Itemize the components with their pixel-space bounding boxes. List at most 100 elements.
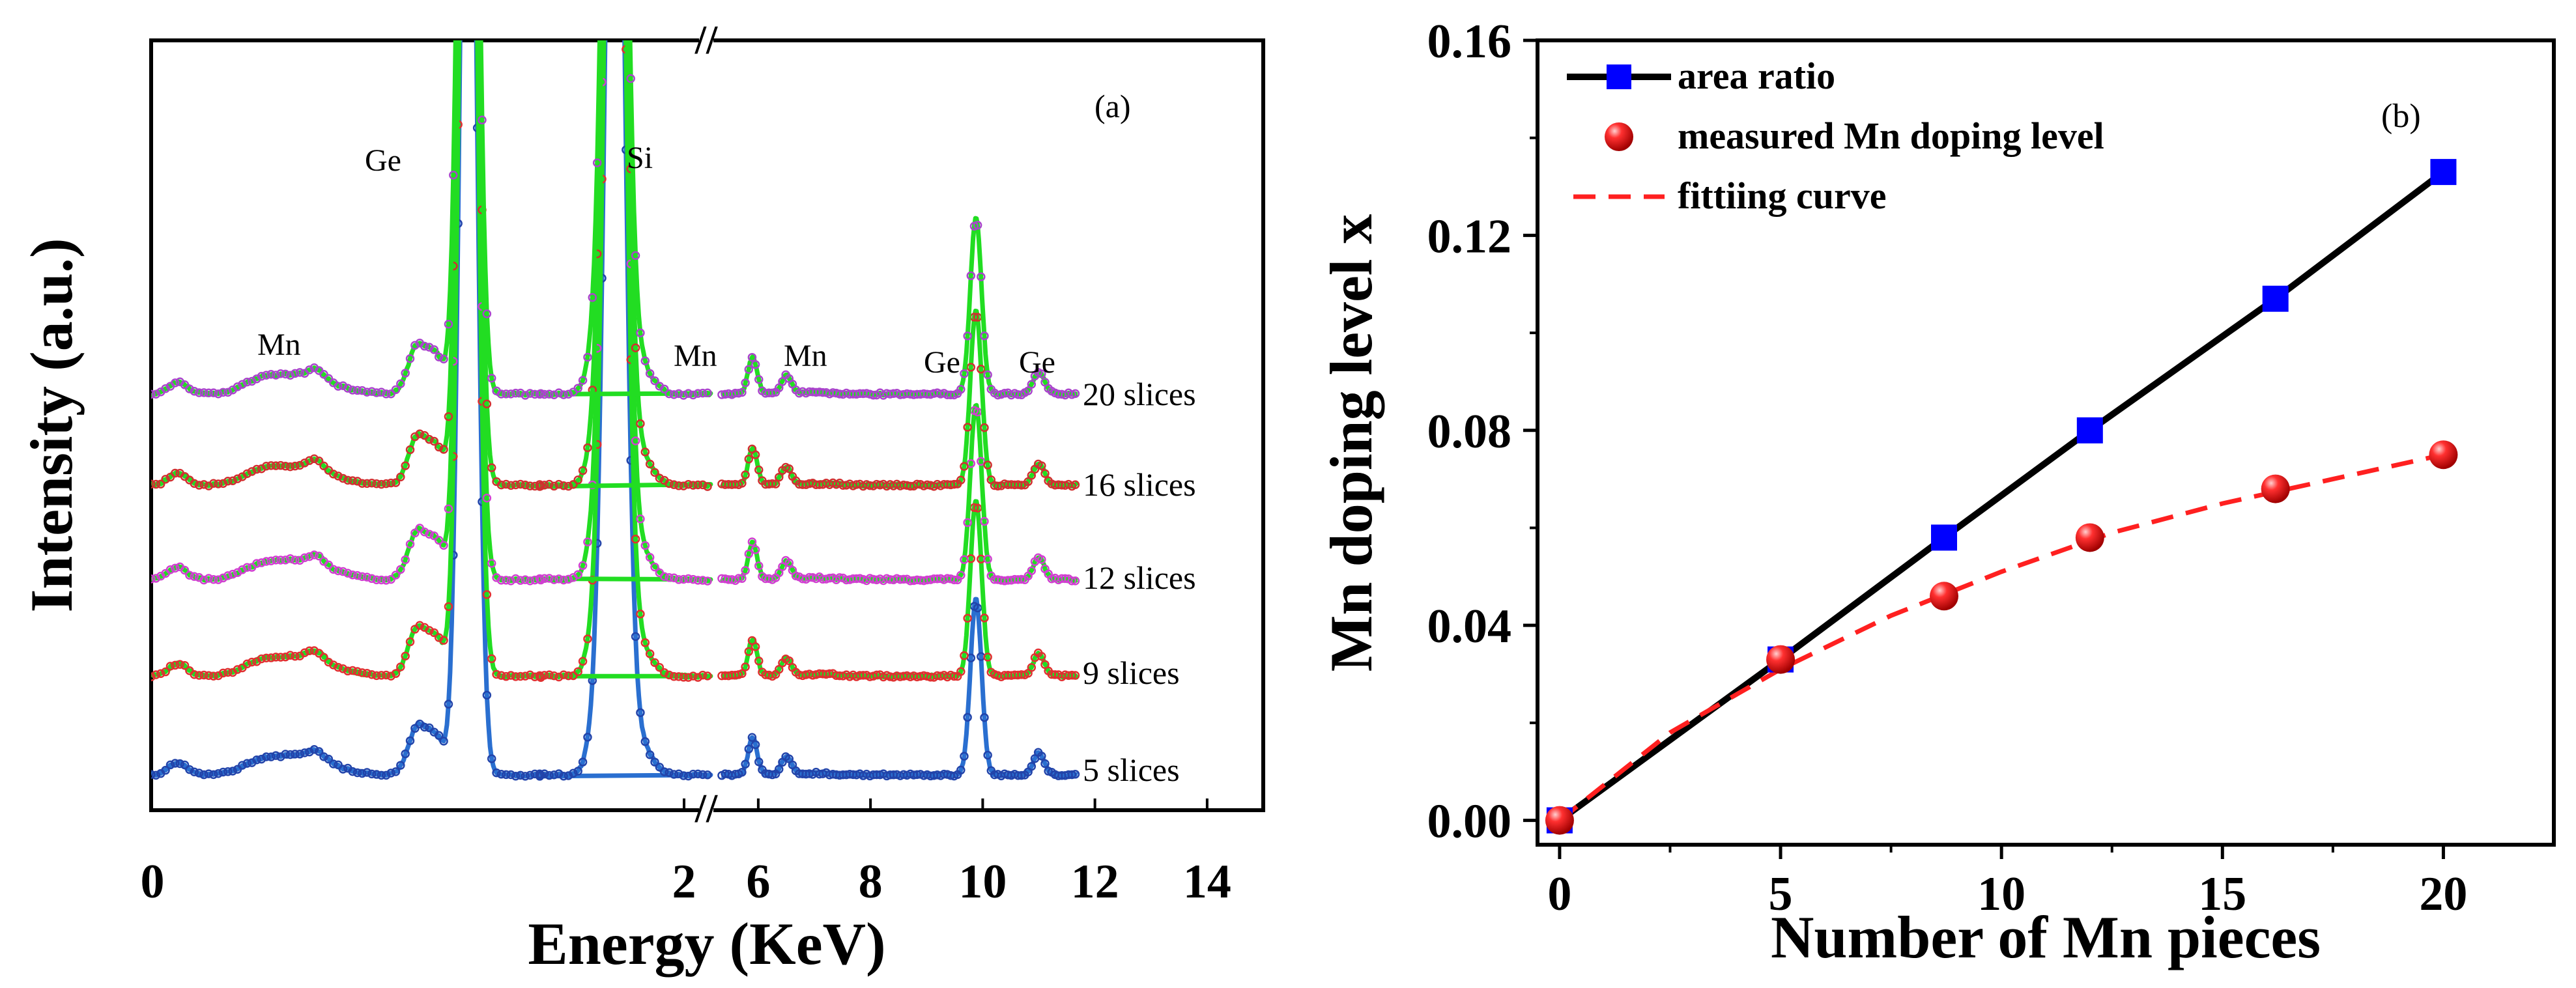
spectrum-marker <box>698 388 708 398</box>
spectrum-marker <box>559 670 568 679</box>
spectrum-marker <box>425 529 434 539</box>
spectrum-marker <box>396 379 405 388</box>
spectrum-marker <box>305 456 314 465</box>
spectrum-marker <box>525 481 535 490</box>
spectrum-marker <box>381 479 391 488</box>
spectrum-marker <box>391 669 401 678</box>
spectrum-marker <box>386 574 395 584</box>
spectrum-marker <box>741 662 750 671</box>
spectrum-marker <box>487 373 496 383</box>
spectrum-marker <box>1027 380 1037 389</box>
spectrum-marker <box>367 769 377 779</box>
spectrum-marker <box>218 388 228 397</box>
spectrum-marker <box>679 574 688 584</box>
spectrum-marker <box>429 345 439 354</box>
peak-label-ge-2: Ge <box>924 345 960 380</box>
spectrum-marker <box>266 461 276 470</box>
spectrum-marker <box>324 754 334 764</box>
spectrum-marker <box>429 628 439 638</box>
spectrum-marker <box>980 516 989 526</box>
spectrum-marker <box>372 671 381 681</box>
spectrum-marker <box>204 388 214 398</box>
spectrum-marker <box>396 761 405 770</box>
spectrum-marker <box>949 479 959 489</box>
spectrum-marker <box>626 74 635 83</box>
spectrum-marker <box>425 434 434 444</box>
spectrum-marker <box>511 672 521 681</box>
spectrum-marker <box>956 571 966 580</box>
spectrum-marker <box>271 653 281 662</box>
spectrum-marker <box>295 460 304 470</box>
spectrum-marker <box>1017 574 1026 584</box>
measured-point <box>1930 582 1958 611</box>
spectrum-marker <box>367 387 377 396</box>
spectrum-marker <box>401 461 410 470</box>
spectrum-marker <box>1017 481 1026 490</box>
x-tick-label: 2 <box>672 855 696 909</box>
spectrum-marker <box>190 767 199 777</box>
spectrum-marker <box>496 769 506 779</box>
spectrum-marker <box>295 368 304 377</box>
spectrum-marker <box>439 445 448 454</box>
spectrum-marker <box>751 740 760 750</box>
spectrum-marker <box>266 752 276 761</box>
spectrum-marker <box>309 454 319 464</box>
spectrum-marker <box>362 668 372 678</box>
spectrum-marker <box>352 571 362 580</box>
spectrum-marker <box>281 652 290 662</box>
spectrum-marker <box>362 388 372 397</box>
spectrum-marker <box>525 770 535 780</box>
spectrum-marker <box>190 670 199 679</box>
x-tick-label: 5 <box>1769 868 1793 921</box>
spectrum-marker <box>521 480 530 490</box>
spectrum-marker <box>381 576 391 585</box>
spectrum-marker <box>983 370 992 380</box>
spectrum-marker <box>165 565 175 574</box>
spectrum-marker <box>185 765 194 774</box>
spectrum-marker <box>559 575 568 585</box>
spectrum-marker <box>949 671 959 681</box>
spectrum-marker <box>669 390 679 399</box>
area-ratio-point <box>2076 417 2103 444</box>
spectrum-marker <box>372 770 381 779</box>
spectrum-marker <box>161 475 170 484</box>
spectrum-marker <box>754 465 764 475</box>
peak-label-si: Si <box>627 141 653 175</box>
spectrum-marker <box>583 352 592 362</box>
spectrum-marker <box>960 651 969 660</box>
spectrum-marker <box>305 552 314 561</box>
spectrum-marker <box>960 752 969 761</box>
spectrum-marker <box>281 461 290 471</box>
spectrum-marker <box>261 752 271 761</box>
spectrum-marker <box>377 479 386 489</box>
spectrum-marker <box>679 391 688 400</box>
spectrum-marker <box>386 769 395 778</box>
spectrum-marker <box>683 479 693 489</box>
spectrum-marker <box>444 320 453 329</box>
spectrum-marker <box>754 561 764 571</box>
spectrum-marker <box>683 574 693 584</box>
spectrum-marker <box>151 670 161 679</box>
spectrum-marker <box>640 737 650 746</box>
spectrum-marker <box>194 481 204 490</box>
spectrum-marker <box>444 504 453 513</box>
spectrum-marker <box>199 480 208 489</box>
spectrum-marker <box>578 466 588 475</box>
spectrum-marker <box>631 534 640 544</box>
spectrum-marker <box>377 770 386 780</box>
spectra <box>151 40 1080 781</box>
spectrum-marker <box>291 556 300 565</box>
spectrum-marker <box>698 670 708 680</box>
spectrum-marker <box>747 733 757 742</box>
spectrum-marker <box>218 479 228 488</box>
spectrum-marker <box>573 570 582 579</box>
spectrum-marker <box>415 621 425 630</box>
spectrum-marker <box>482 590 492 599</box>
x-tick-label: 6 <box>746 855 770 909</box>
spectrum-marker <box>420 341 429 351</box>
spectrum-marker <box>683 389 693 398</box>
spectrum-marker <box>536 575 545 585</box>
spectrum-marker <box>1037 752 1046 761</box>
spectrum-marker <box>401 369 410 378</box>
spectrum-marker <box>734 574 743 583</box>
